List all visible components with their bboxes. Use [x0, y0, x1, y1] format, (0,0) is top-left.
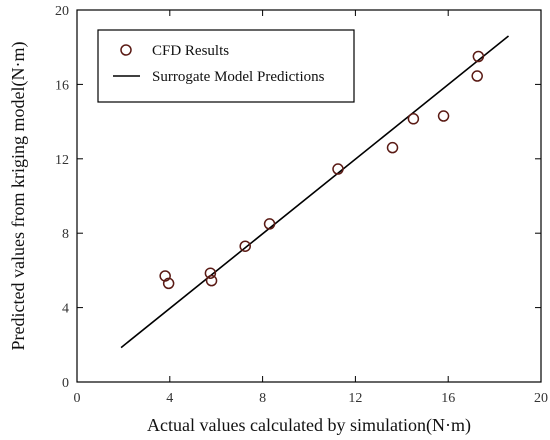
series-layer [120, 35, 510, 349]
cfd-result-point [386, 141, 399, 154]
legend: CFD Results Surrogate Model Predictions [97, 29, 355, 103]
y-tick-label: 16 [55, 78, 69, 93]
y-tick-label: 12 [55, 153, 69, 168]
x-tick-label: 20 [534, 391, 548, 406]
x-tick-label: 12 [348, 391, 362, 406]
y-tick-label: 20 [55, 4, 69, 19]
x-tick-label: 0 [74, 391, 81, 406]
legend-box [97, 29, 355, 103]
x-tick-label: 16 [441, 391, 455, 406]
y-tick-label: 8 [62, 227, 69, 242]
x-tick-label: 4 [166, 391, 173, 406]
cfd-result-point [239, 240, 251, 252]
cfd-result-point [471, 70, 483, 82]
axis-ticks [76, 9, 542, 383]
legend-marker-cfd-results [120, 44, 132, 56]
cfd-result-point [263, 218, 276, 230]
surrogate-model-line [120, 35, 510, 349]
y-axis-title: Predicted values from kriging model(N·m) [8, 42, 29, 351]
x-axis-title: Actual values calculated by simulation(N… [147, 415, 471, 436]
cfd-result-point [159, 270, 171, 282]
y-tick-label: 4 [62, 302, 69, 317]
legend-label-surrogate: Surrogate Model Predictions [152, 69, 325, 85]
y-tick-label: 0 [62, 376, 69, 391]
plot-frame [76, 9, 542, 383]
cfd-result-point [332, 163, 344, 175]
cfd-result-point [162, 277, 175, 290]
cfd-result-point [205, 274, 218, 287]
cfd-result-point [407, 113, 420, 125]
x-tick-label: 8 [259, 391, 266, 406]
legend-label-cfd-results: CFD Results [152, 43, 229, 59]
cfd-result-point [437, 110, 450, 122]
axis-tick-labels: 0 4 8 12 16 20 0 4 8 12 16 20 [55, 4, 548, 406]
cfd-result-point [204, 267, 217, 279]
cfd-result-point [472, 50, 485, 63]
